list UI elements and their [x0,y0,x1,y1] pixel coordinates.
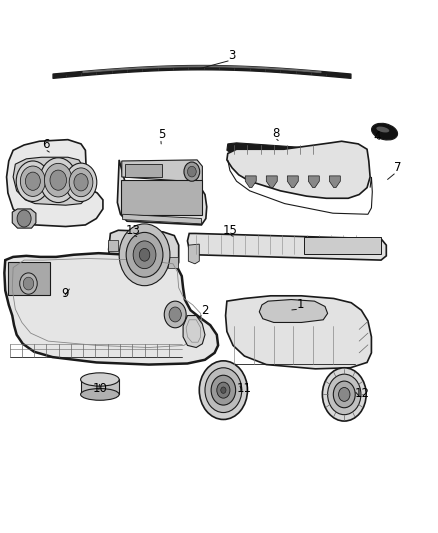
Circle shape [322,368,366,421]
Circle shape [184,162,200,181]
Circle shape [217,382,230,398]
Text: 1: 1 [297,298,304,311]
Text: 11: 11 [237,382,252,394]
Circle shape [20,273,37,294]
Circle shape [339,387,350,401]
Polygon shape [188,244,199,264]
Polygon shape [122,160,202,182]
Polygon shape [227,143,334,160]
Circle shape [211,375,236,405]
Polygon shape [329,176,340,188]
Text: 6: 6 [42,139,50,151]
Polygon shape [12,209,36,228]
Text: 13: 13 [126,224,141,237]
Circle shape [169,307,181,322]
Circle shape [133,241,156,269]
FancyBboxPatch shape [304,237,381,254]
Polygon shape [4,253,218,365]
Text: 2: 2 [201,304,209,317]
Polygon shape [109,230,179,278]
Text: 12: 12 [354,387,369,400]
Text: 7: 7 [394,161,402,174]
Text: 10: 10 [92,382,107,394]
Circle shape [333,381,355,408]
Polygon shape [308,176,319,188]
Polygon shape [245,176,256,188]
Polygon shape [287,176,298,188]
FancyBboxPatch shape [108,240,118,251]
Circle shape [69,168,93,197]
Text: 3: 3 [229,50,236,62]
FancyBboxPatch shape [8,262,50,295]
Circle shape [328,374,361,415]
Polygon shape [81,379,119,394]
Polygon shape [226,296,371,369]
Circle shape [25,172,40,190]
Ellipse shape [81,373,119,386]
Polygon shape [7,140,103,227]
Circle shape [126,232,163,277]
Circle shape [65,163,97,201]
Circle shape [16,161,49,201]
Circle shape [187,166,196,177]
Polygon shape [187,233,386,260]
Polygon shape [183,316,205,348]
Circle shape [119,224,170,286]
Polygon shape [117,160,207,225]
Circle shape [40,158,77,203]
Circle shape [221,387,226,393]
Polygon shape [259,300,328,322]
FancyBboxPatch shape [121,180,202,215]
Text: 5: 5 [159,128,166,141]
Polygon shape [123,214,201,224]
Text: 9: 9 [61,287,69,300]
Ellipse shape [81,389,119,400]
Text: 15: 15 [223,224,237,237]
Circle shape [17,210,31,227]
Circle shape [45,163,72,197]
FancyBboxPatch shape [125,164,162,177]
Circle shape [164,301,186,328]
Circle shape [205,368,242,413]
Text: 8: 8 [272,127,279,140]
Ellipse shape [376,126,389,133]
Polygon shape [227,141,370,198]
Polygon shape [13,157,88,205]
Circle shape [50,170,67,190]
FancyBboxPatch shape [168,257,178,268]
Circle shape [139,248,150,261]
Circle shape [199,361,247,419]
Circle shape [23,277,34,290]
Text: 4: 4 [374,131,381,143]
Circle shape [74,174,88,191]
Ellipse shape [371,123,398,140]
Circle shape [21,166,46,196]
Polygon shape [266,176,277,188]
